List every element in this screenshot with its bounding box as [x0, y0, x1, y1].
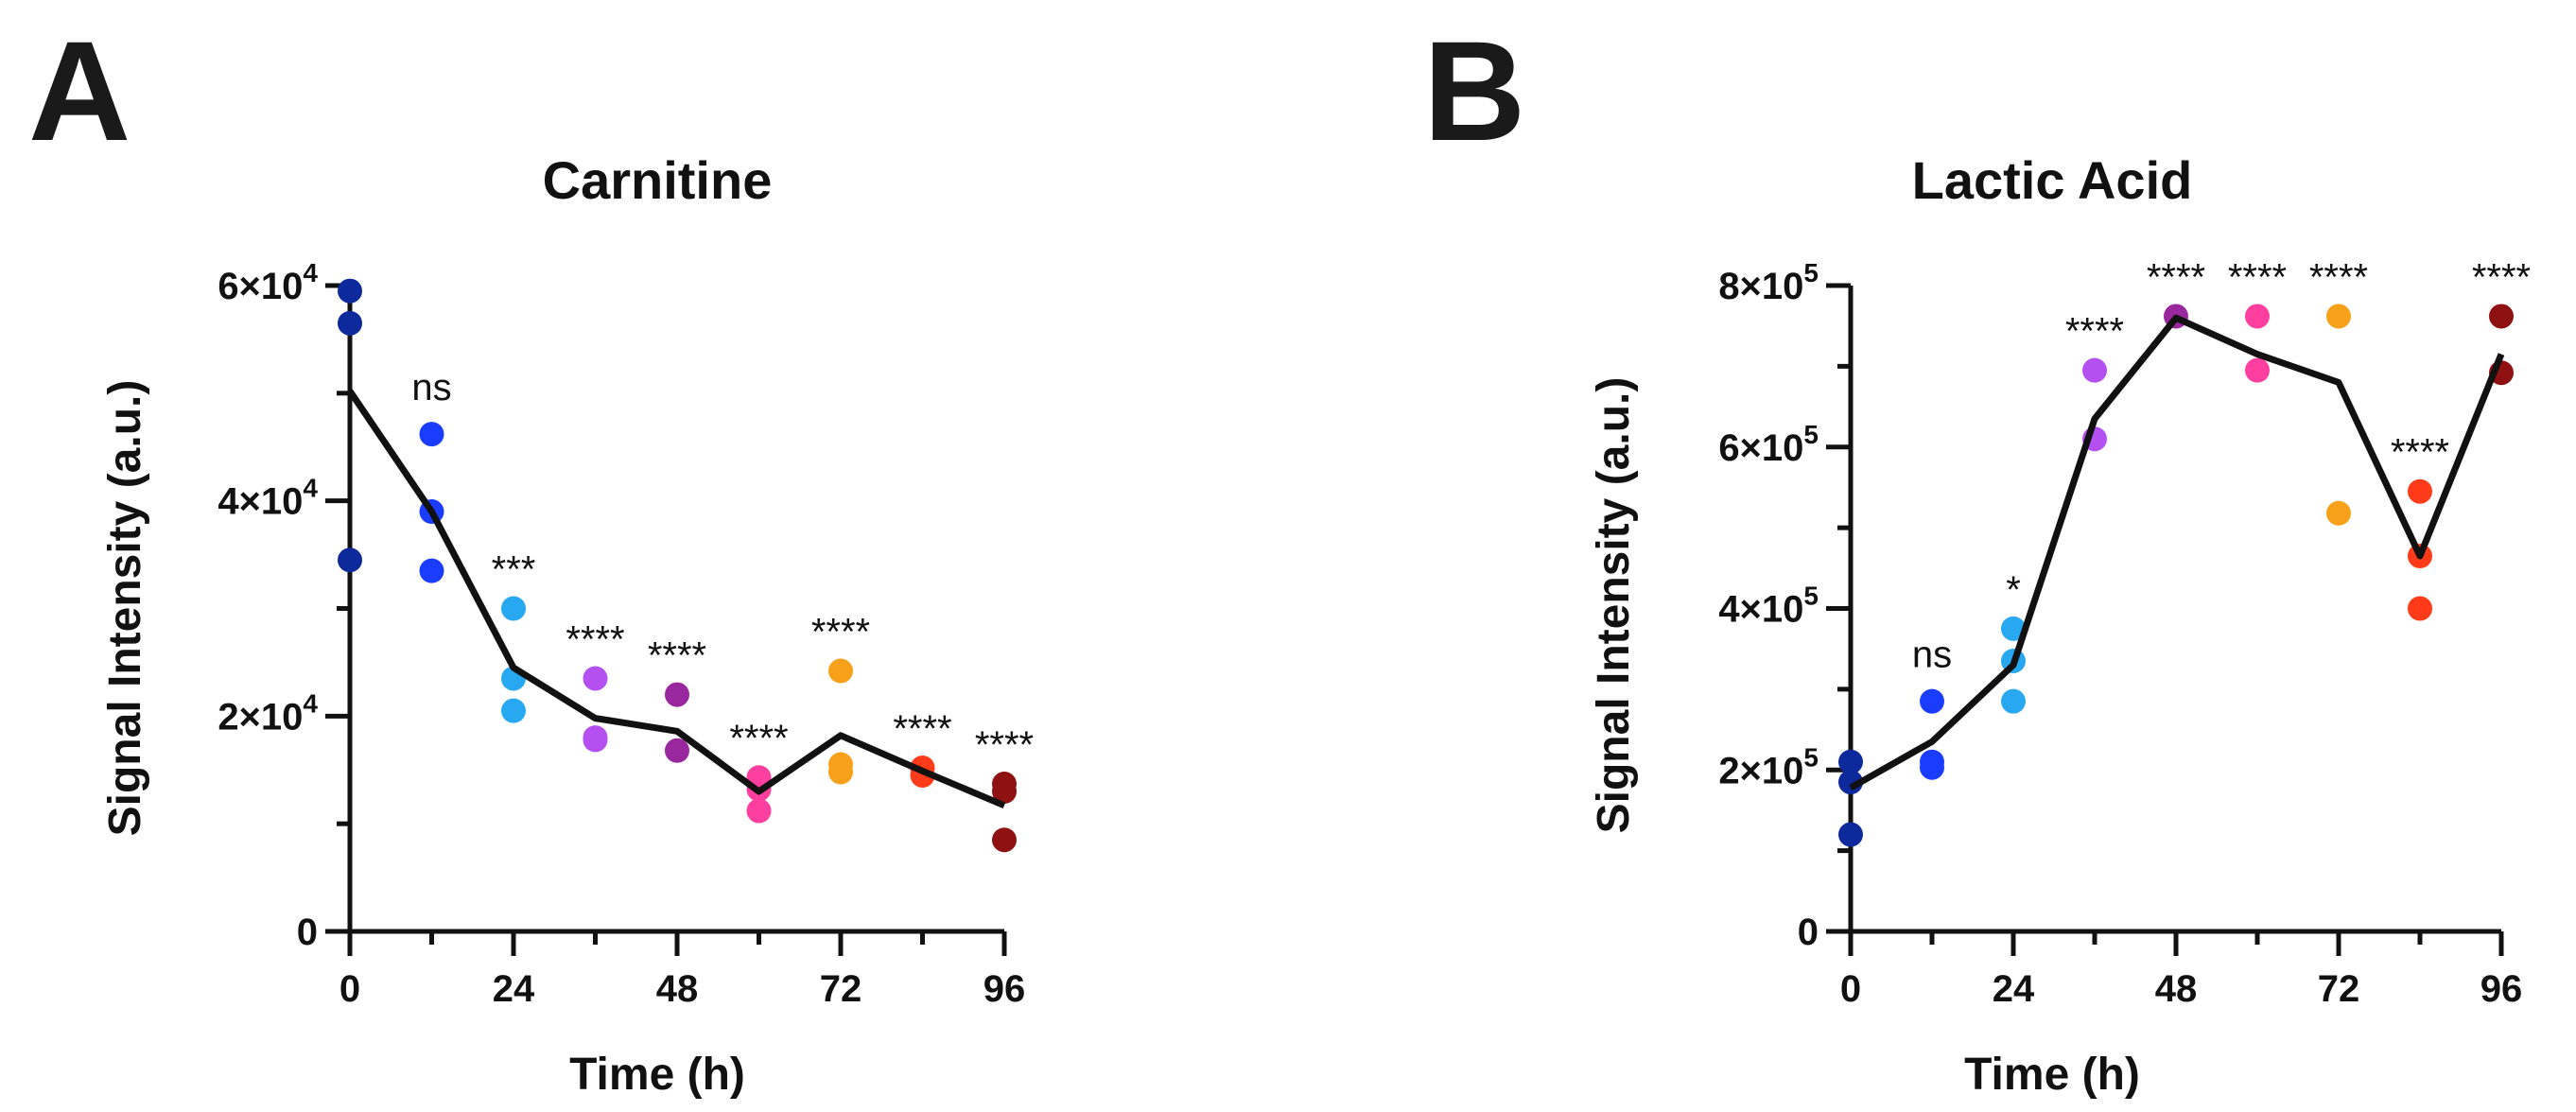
data-point — [583, 727, 608, 753]
data-point — [1920, 755, 1944, 780]
significance-label: **** — [566, 618, 624, 660]
panel-letter-b: B — [1423, 11, 1525, 170]
x-tick-label: 48 — [656, 968, 699, 1010]
significance-label: **** — [2228, 256, 2287, 298]
panel-letter-a: A — [28, 11, 131, 170]
x-tick-label: 72 — [2318, 968, 2360, 1010]
x-tick-label: 48 — [2155, 968, 2198, 1010]
data-point — [338, 278, 362, 304]
data-point — [338, 547, 362, 573]
x-tick-label: 0 — [339, 968, 360, 1010]
panel-b: B Lactic Acid Time (h) Signal Intensity … — [1423, 11, 2531, 1100]
y-tick-label: 2×104 — [218, 688, 318, 738]
significance-label: **** — [893, 708, 951, 750]
data-point — [2245, 304, 2270, 329]
y-tick-label: 4×105 — [1718, 582, 1819, 631]
significance-label: ns — [1912, 634, 1952, 676]
significance-label: * — [2006, 569, 2021, 611]
y-tick-label: 4×104 — [218, 474, 318, 523]
x-tick-label: 72 — [820, 968, 862, 1010]
data-point — [992, 827, 1017, 853]
data-point — [2408, 596, 2432, 621]
y-tick-label: 0 — [297, 912, 318, 953]
data-point — [828, 759, 853, 785]
y-tick-label: 8×105 — [1718, 258, 1819, 307]
panel-a: A Carnitine Time (h) Signal Intensity (a… — [28, 11, 1034, 1100]
data-point — [2001, 688, 2026, 714]
significance-label: **** — [648, 635, 706, 677]
data-point — [2408, 478, 2432, 504]
data-point — [665, 738, 689, 763]
data-point — [828, 658, 853, 684]
significance-label: **** — [2472, 256, 2531, 298]
mean-line — [347, 389, 1006, 809]
data-point — [1838, 749, 1863, 774]
x-tick-label: 24 — [493, 968, 535, 1010]
significance-label: **** — [2309, 256, 2368, 298]
mean-line — [1849, 314, 2505, 791]
y-axis-label-a: Signal Intensity (a.u.) — [100, 380, 150, 837]
data-point — [1838, 822, 1863, 847]
chart-title-carnitine: Carnitine — [543, 150, 773, 210]
data-point — [2489, 304, 2514, 329]
data-point — [1838, 770, 1863, 795]
data-point — [2082, 357, 2107, 383]
y-tick-label: 6×105 — [1718, 420, 1819, 469]
data-point — [746, 798, 772, 824]
data-point — [1920, 688, 1944, 714]
data-point — [419, 422, 444, 447]
data-point — [501, 698, 526, 723]
data-point — [501, 596, 526, 621]
x-axis-label-a: Time (h) — [569, 1050, 745, 1100]
data-point — [665, 682, 689, 707]
y-tick-label: 6×104 — [218, 258, 318, 307]
x-tick-label: 24 — [1993, 968, 2035, 1010]
x-axis-label-b: Time (h) — [1964, 1050, 2140, 1100]
data-point — [2245, 357, 2270, 383]
data-point — [2001, 616, 2026, 641]
significance-label: **** — [729, 718, 788, 759]
significance-label: ns — [411, 367, 451, 408]
data-point — [2326, 500, 2351, 526]
data-point — [992, 779, 1017, 805]
x-tick-label: 96 — [2480, 968, 2523, 1010]
x-tick-label: 0 — [1840, 968, 1861, 1010]
significance-label: **** — [975, 724, 1034, 766]
significance-label: **** — [2147, 256, 2205, 298]
significance-label: **** — [2065, 311, 2124, 353]
y-axis-label-b: Signal Intensity (a.u.) — [1589, 377, 1639, 834]
data-point — [583, 666, 608, 691]
y-tick-label: 2×105 — [1718, 742, 1819, 791]
y-tick-label: 0 — [1798, 912, 1819, 953]
data-point — [2326, 304, 2351, 329]
significance-label: **** — [2391, 432, 2449, 474]
data-point — [338, 310, 362, 336]
significance-label: *** — [492, 549, 536, 591]
x-tick-label: 96 — [983, 968, 1026, 1010]
chart-title-lactic-acid: Lactic Acid — [1912, 150, 2193, 210]
data-point — [419, 558, 444, 583]
significance-label: **** — [811, 612, 870, 653]
